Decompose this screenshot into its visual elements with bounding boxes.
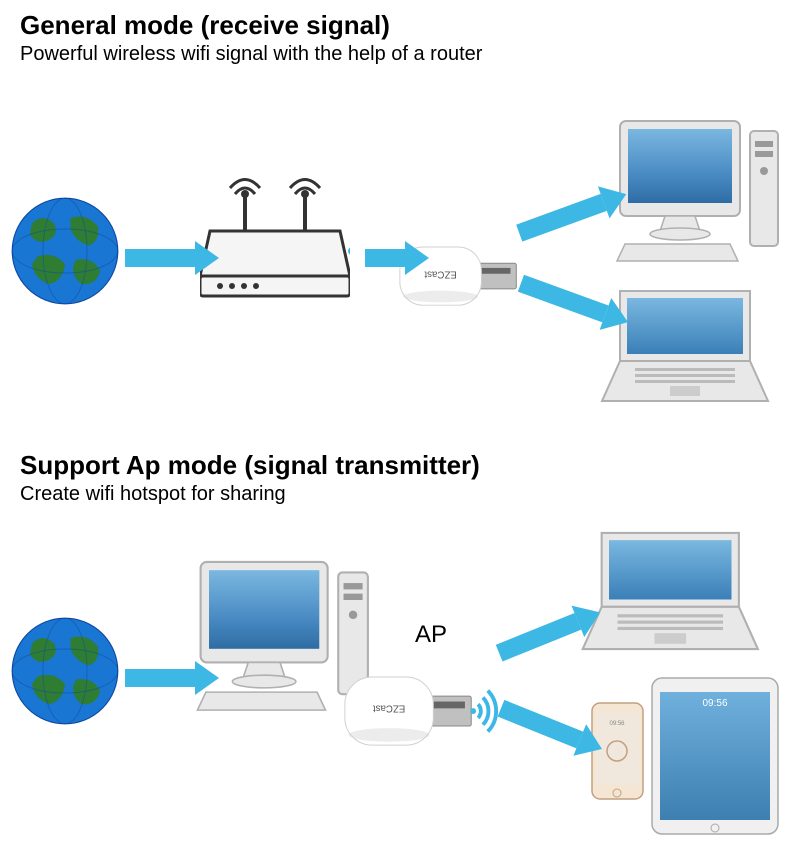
section2-subtitle: Create wifi hotspot for sharing [0,483,800,506]
arrow-icon [493,597,609,674]
section-general-mode: General mode (receive signal) Powerful w… [0,10,800,390]
ap-label: AP [415,621,447,649]
svg-text:09:56: 09:56 [609,721,625,727]
section1-subtitle: Powerful wireless wifi signal with the h… [0,43,800,66]
arrow-icon [365,241,429,280]
laptop-icon [570,526,760,661]
section1-title: General mode (receive signal) [0,10,800,41]
section2-title: Support Ap mode (signal transmitter) [0,450,800,481]
desktop-icon [610,116,780,271]
arrow-icon [125,661,219,700]
router-icon [200,176,350,311]
section1-diagram: EZCast [0,76,800,376]
globe-icon [10,616,120,731]
section2-diagram: EZCast 09:56 [0,516,800,816]
section-ap-mode: Support Ap mode (signal transmitter) Cre… [0,450,800,790]
tablet-icon: 09:56 [650,676,780,841]
wifi-dongle-icon: EZCast [340,656,515,776]
svg-text:EZCast: EZCast [373,703,406,714]
svg-text:09:56: 09:56 [702,698,727,709]
arrow-icon [125,241,219,280]
globe-icon [10,196,120,311]
svg-text:EZCast: EZCast [424,268,457,279]
